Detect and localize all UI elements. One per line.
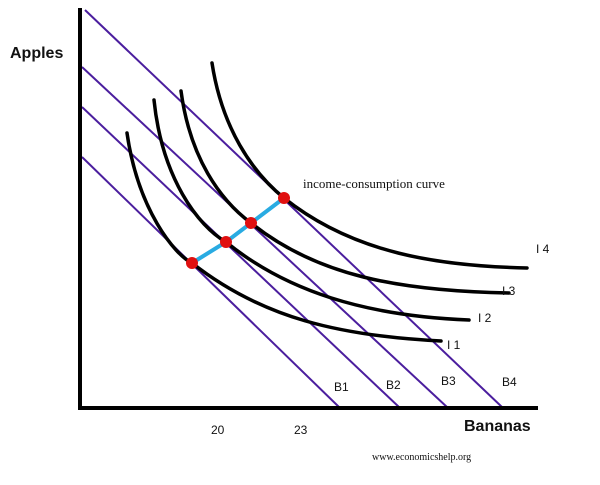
x-tick-label: 23 [294, 423, 308, 437]
indifference-curve-i3 [179, 89, 511, 295]
x-tick-label: 20 [211, 423, 225, 437]
tangency-point [220, 236, 232, 248]
tangency-point [245, 217, 257, 229]
source-credit: www.economicshelp.org [372, 452, 471, 463]
indifference-curves [125, 61, 529, 343]
budget-line-b2 [81, 106, 401, 409]
indifference-curve-i4 [210, 61, 529, 270]
indifference-curve-label-i3: I 3 [502, 284, 516, 298]
indifference-curve-label-i1: I 1 [447, 338, 461, 352]
tangency-points [186, 192, 290, 269]
budget-line-b1 [81, 156, 341, 409]
budget-line-label-b1: B1 [334, 380, 349, 394]
tangency-point [186, 257, 198, 269]
budget-lines [81, 9, 504, 409]
budget-line-label-b4: B4 [502, 375, 517, 389]
budget-line-label-b2: B2 [386, 378, 401, 392]
budget-line-label-b3: B3 [441, 374, 456, 388]
indifference-curve-label-i4: I 4 [536, 242, 550, 256]
tangency-point [278, 192, 290, 204]
icc-label: income-consumption curve [303, 176, 445, 191]
x-axis-title: Bananas [464, 418, 531, 435]
income-consumption-curve [190, 196, 286, 265]
indifference-curve-i1 [125, 131, 443, 343]
indifference-curve-i2 [152, 98, 471, 322]
budget-line-b3 [81, 66, 449, 409]
indifference-curve-label-i2: I 2 [478, 311, 492, 325]
y-axis-title: Apples [10, 45, 63, 62]
